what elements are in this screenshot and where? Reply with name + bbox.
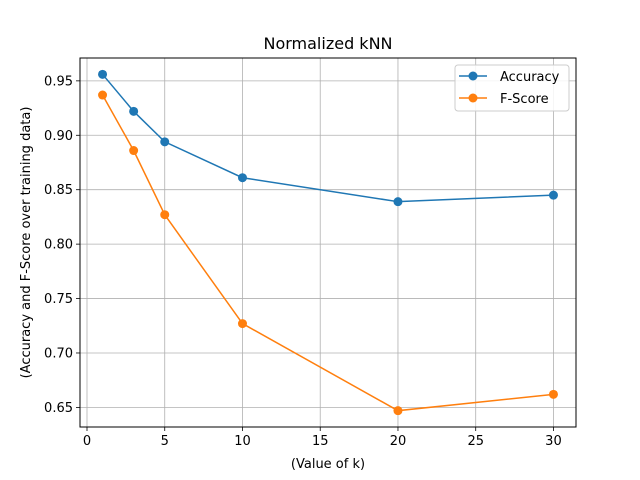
y-tick-label: 0.75 xyxy=(44,292,73,307)
series-line-accuracy xyxy=(101,73,554,203)
chart-title: Normalized kNN xyxy=(263,34,392,53)
data-point-f-score xyxy=(548,389,558,399)
data-point-accuracy xyxy=(160,137,170,147)
y-tick-label: 0.90 xyxy=(44,129,73,144)
x-tick-label: 5 xyxy=(161,434,169,449)
legend-marker-f-score xyxy=(468,93,478,103)
x-tick-label: 10 xyxy=(234,434,251,449)
data-point-f-score xyxy=(98,90,108,100)
data-point-accuracy xyxy=(129,106,139,116)
data-point-accuracy xyxy=(393,197,403,207)
x-tick-label: 25 xyxy=(467,434,484,449)
data-point-f-score xyxy=(237,319,247,329)
y-tick-label: 0.70 xyxy=(44,346,73,361)
series-layer xyxy=(98,69,558,416)
legend-marker-accuracy xyxy=(468,71,478,81)
ticks: 0 5 10 15 20 25 30 0.65 0.70 0.75 0.80 0.85 0.90 0.95 xyxy=(44,74,562,449)
x-tick-label: 30 xyxy=(545,434,562,449)
x-tick-label: 20 xyxy=(390,434,407,449)
y-axis-title: (Accuracy and F-Score over training data… xyxy=(19,107,34,379)
legend-label-f-score: F-Score xyxy=(500,92,549,107)
plot-frame xyxy=(79,57,577,428)
data-point-f-score xyxy=(393,406,403,416)
data-point-f-score xyxy=(129,146,139,156)
data-point-accuracy xyxy=(98,69,108,79)
series-line-f-score xyxy=(101,94,554,412)
y-tick-label: 0.65 xyxy=(44,401,73,416)
data-point-accuracy xyxy=(548,190,558,200)
x-axis-title: (Value of k) xyxy=(291,457,365,472)
y-tick-label: 0.95 xyxy=(44,74,73,89)
data-point-accuracy xyxy=(237,173,247,183)
legend-label-accuracy: Accuracy xyxy=(500,70,560,85)
y-tick-label: 0.85 xyxy=(44,183,73,198)
legend: Accuracy F-Score xyxy=(454,64,570,112)
data-point-f-score xyxy=(160,210,170,220)
x-tick-label: 0 xyxy=(83,434,91,449)
x-tick-label: 15 xyxy=(312,434,329,449)
y-tick-label: 0.80 xyxy=(44,238,73,253)
